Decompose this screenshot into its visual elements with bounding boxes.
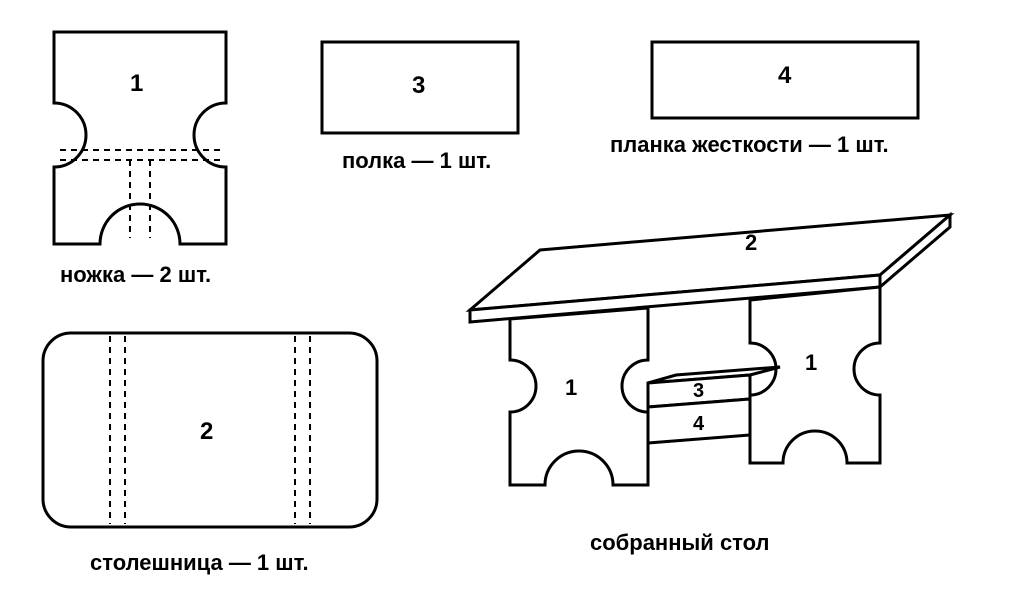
svg-text:3: 3 bbox=[693, 380, 704, 402]
svg-text:1: 1 bbox=[805, 350, 817, 375]
assembled-table: 2 1 1 3 4 bbox=[450, 195, 970, 525]
part-stiffener-number: 4 bbox=[778, 62, 791, 90]
assembled-caption: собранный стол bbox=[590, 530, 770, 556]
part-shelf-number: 3 bbox=[412, 72, 425, 100]
part-shelf-caption: полка — 1 шт. bbox=[342, 148, 491, 174]
svg-text:4: 4 bbox=[693, 413, 705, 435]
part-leg-caption: ножка — 2 шт. bbox=[60, 262, 211, 288]
part-leg-number: 1 bbox=[130, 70, 143, 98]
part-stiffener-caption: планка жесткости — 1 шт. bbox=[610, 132, 889, 158]
svg-text:1: 1 bbox=[565, 375, 577, 400]
svg-text:2: 2 bbox=[745, 230, 757, 255]
part-leg-shape bbox=[50, 28, 230, 248]
part-tabletop-number: 2 bbox=[200, 418, 213, 446]
part-tabletop-caption: столешница — 1 шт. bbox=[90, 550, 309, 576]
